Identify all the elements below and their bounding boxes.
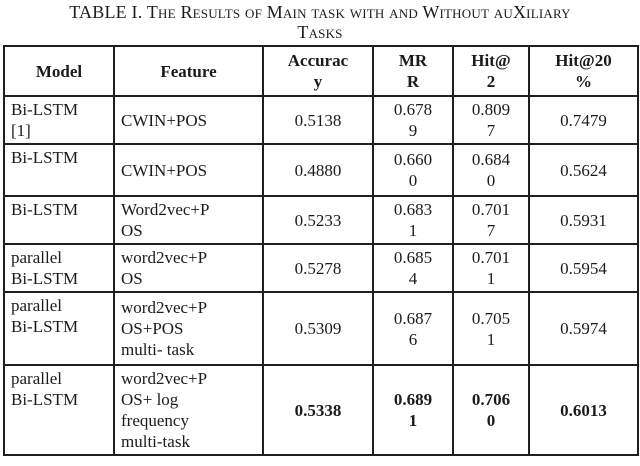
col-header-accuracy: Accurac y xyxy=(262,45,374,97)
cell-mrr: 0.687 6 xyxy=(372,291,454,366)
col-header-mrr: MR R xyxy=(372,45,454,97)
table-row: parallel Bi-LSTM word2vec+P OS 0.5278 0.685… xyxy=(3,243,639,293)
cell-accuracy: 0.5278 xyxy=(262,243,374,293)
cell-hit20: 0.5931 xyxy=(528,195,639,245)
cell-accuracy: 0.5233 xyxy=(262,195,374,245)
results-table: Model Feature Accurac y MR R Hit@ 2 Hit@… xyxy=(3,45,639,456)
cell-hit20: 0.7479 xyxy=(528,95,639,145)
col-header-hit2: Hit@ 2 xyxy=(452,45,530,97)
cell-hit2: 0.701 7 xyxy=(452,195,530,245)
cell-hit2: 0.809 7 xyxy=(452,95,530,145)
cell-hit2: 0.705 1 xyxy=(452,291,530,366)
table-row: parallel Bi-LSTM word2vec+P OS+ log frequ… xyxy=(3,364,639,456)
cell-hit20: 0.6013 xyxy=(528,364,639,456)
cell-mrr: 0.678 9 xyxy=(372,95,454,145)
cell-accuracy: 0.5309 xyxy=(262,291,374,366)
header-row: Model Feature Accurac y MR R Hit@ 2 Hit@… xyxy=(3,45,639,97)
cell-mrr: 0.683 1 xyxy=(372,195,454,245)
col-header-hit20: Hit@20 % xyxy=(528,45,639,97)
cell-feature: CWIN+POS xyxy=(113,143,264,197)
table-row: Bi-LSTM Word2vec+P OS 0.5233 0.683 1 0.701 7… xyxy=(3,195,639,245)
cell-model: Bi-LSTM [1] xyxy=(3,95,115,145)
table-caption: TABLE I. The Results of Main task with a… xyxy=(69,2,571,42)
cell-hit20: 0.5974 xyxy=(528,291,639,366)
cell-mrr: 0.689 1 xyxy=(372,364,454,456)
table-row: parallel Bi-LSTM word2vec+P OS+POS multi-… xyxy=(3,291,639,366)
cell-feature: word2vec+P OS+ log frequency multi-task xyxy=(113,364,264,456)
cell-mrr: 0.660 0 xyxy=(372,143,454,197)
cell-feature: word2vec+P OS xyxy=(113,243,264,293)
col-header-model: Model xyxy=(3,45,115,97)
cell-accuracy: 0.5138 xyxy=(262,95,374,145)
cell-model: parallel Bi-LSTM xyxy=(3,243,115,293)
table-row: Bi-LSTM CWIN+POS 0.4880 0.660 0 0.684 0 0.562… xyxy=(3,143,639,197)
cell-mrr: 0.685 4 xyxy=(372,243,454,293)
cell-accuracy: 0.5338 xyxy=(262,364,374,456)
cell-hit20: 0.5624 xyxy=(528,143,639,197)
cell-model: Bi-LSTM xyxy=(3,195,115,245)
cell-model: Bi-LSTM xyxy=(3,143,115,197)
cell-hit2: 0.684 0 xyxy=(452,143,530,197)
cell-feature: Word2vec+P OS xyxy=(113,195,264,245)
cell-hit2: 0.701 1 xyxy=(452,243,530,293)
col-header-feature: Feature xyxy=(113,45,264,97)
cell-model: parallel Bi-LSTM xyxy=(3,364,115,456)
cell-hit2: 0.706 0 xyxy=(452,364,530,456)
cell-accuracy: 0.4880 xyxy=(262,143,374,197)
cell-hit20: 0.5954 xyxy=(528,243,639,293)
cell-feature: word2vec+P OS+POS multi- task xyxy=(113,291,264,366)
cell-feature: CWIN+POS xyxy=(113,95,264,145)
cell-model: parallel Bi-LSTM xyxy=(3,291,115,366)
